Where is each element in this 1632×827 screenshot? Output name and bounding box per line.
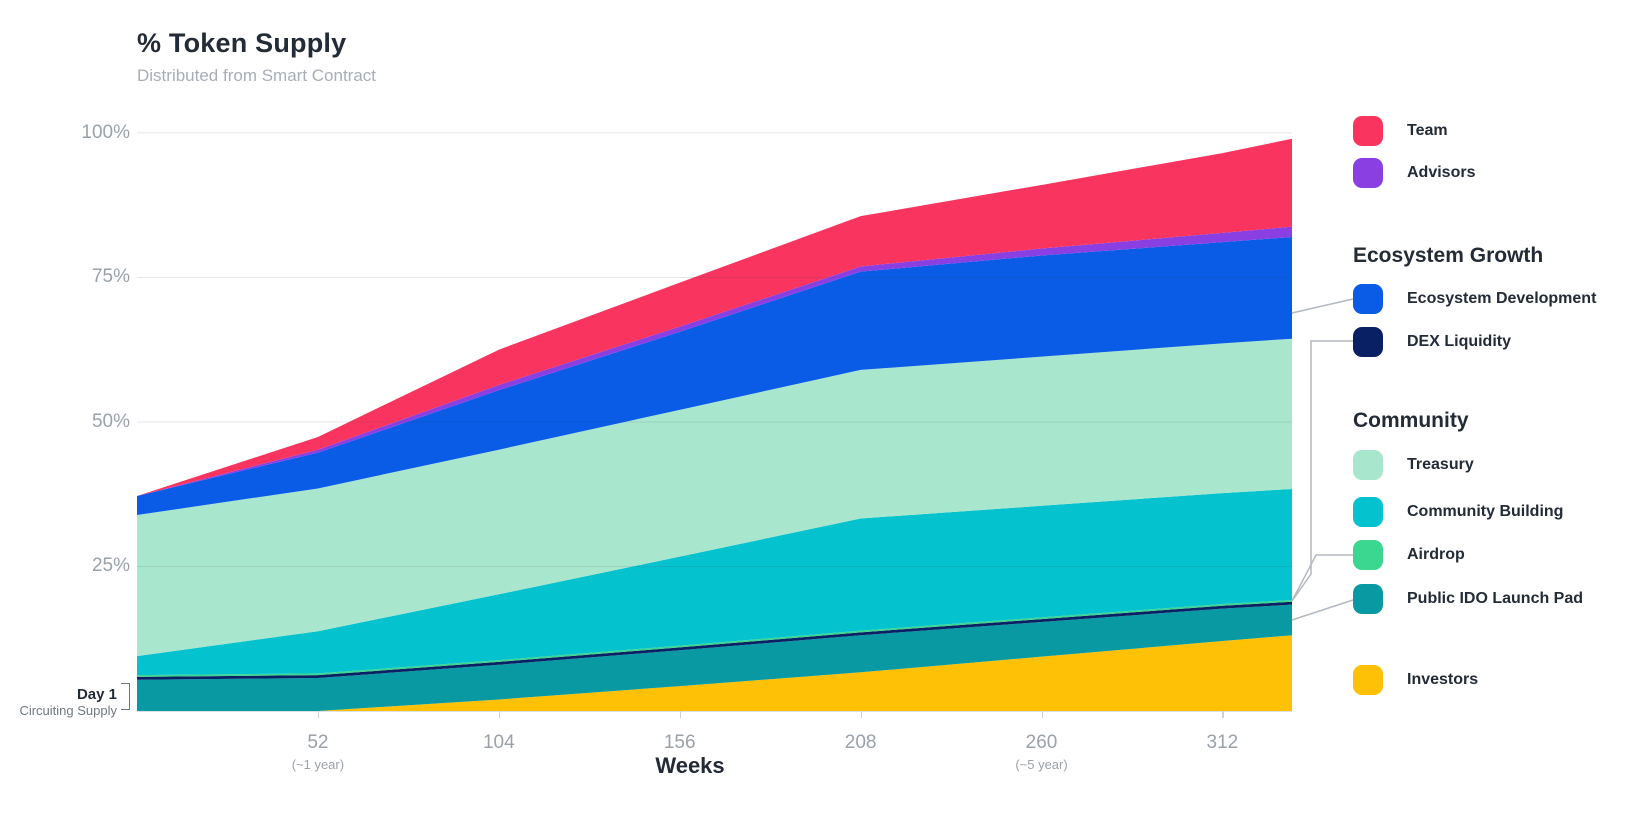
legend-item-public-ido-launch-pad: Public IDO Launch Pad bbox=[1353, 584, 1583, 614]
x-tick-label-156: 156 bbox=[663, 732, 696, 753]
legend-label-ecosystem-development: Ecosystem Development bbox=[1407, 290, 1597, 307]
page-subtitle: Distributed from Smart Contract bbox=[137, 66, 377, 85]
area-treasury bbox=[137, 338, 1292, 657]
legend-swatch-investors bbox=[1353, 665, 1383, 695]
x-axis-line bbox=[137, 711, 1292, 712]
y-tick-label-25: 25% bbox=[91, 555, 130, 577]
legend-item-investors: Investors bbox=[1353, 665, 1478, 695]
y-tick-label-75: 75% bbox=[91, 266, 130, 288]
area-ecosystem-development bbox=[137, 236, 1292, 516]
connector-dex-liquidity bbox=[1291, 340, 1353, 602]
legend-label-advisors: Advisors bbox=[1407, 164, 1476, 181]
legend-heading-community: Community bbox=[1353, 409, 1469, 432]
legend-item-team: Team bbox=[1353, 116, 1448, 146]
x-tick-label-208: 208 bbox=[844, 732, 877, 753]
area-dex-liquidity bbox=[137, 601, 1292, 680]
legend-label-team: Team bbox=[1407, 122, 1448, 139]
legend-label-dex-liquidity: DEX Liquidity bbox=[1407, 333, 1511, 350]
legend-swatch-community-building bbox=[1353, 497, 1383, 527]
legend-label-airdrop: Airdrop bbox=[1407, 546, 1465, 563]
legend-swatch-treasury bbox=[1353, 450, 1383, 480]
legend-item-advisors: Advisors bbox=[1353, 158, 1475, 188]
legend-swatch-dex-liquidity bbox=[1353, 327, 1383, 357]
x-tick-label-312: 312 bbox=[1206, 732, 1239, 753]
legend-swatch-public-ido-launch-pad bbox=[1353, 584, 1383, 614]
x-tick-mark-312 bbox=[1222, 711, 1224, 718]
connector-ecosystem-development bbox=[1291, 298, 1354, 314]
area-team bbox=[137, 138, 1292, 496]
legend-swatch-airdrop bbox=[1353, 540, 1383, 570]
day1-annotation-subtitle: Circuiting Supply bbox=[19, 703, 117, 718]
x-tick-mark-104 bbox=[498, 711, 501, 718]
x-tick-mark-260 bbox=[1041, 711, 1044, 718]
connector-airdrop bbox=[1291, 554, 1353, 602]
area-investors bbox=[137, 635, 1292, 711]
x-tick-mark-156 bbox=[679, 711, 682, 718]
legend-item-community-building: Community Building bbox=[1353, 497, 1563, 527]
x-tick-sublabel-52: (~1 year) bbox=[291, 757, 345, 772]
legend-label-treasury: Treasury bbox=[1407, 456, 1474, 473]
area-community-building bbox=[137, 489, 1292, 676]
x-tick-sublabel-260: (~5 year) bbox=[1015, 757, 1068, 772]
stacked-area-plot bbox=[137, 115, 1292, 711]
legend-heading-ecosystem-growth: Ecosystem Growth bbox=[1353, 244, 1544, 267]
legend-item-dex-liquidity: DEX Liquidity bbox=[1353, 327, 1511, 357]
legend-swatch-ecosystem-development bbox=[1353, 284, 1383, 314]
legend-label-investors: Investors bbox=[1407, 671, 1479, 688]
x-axis-title: Weeks bbox=[655, 753, 725, 778]
area-public-ido-launch-pad bbox=[137, 604, 1292, 711]
y-tick-label-50: 50% bbox=[91, 410, 130, 432]
x-tick-label-260: 260 bbox=[1025, 732, 1058, 753]
legend-swatch-team bbox=[1353, 116, 1383, 146]
area-airdrop bbox=[137, 600, 1292, 677]
x-tick-label-52: 52 bbox=[307, 732, 329, 753]
legend-label-community-building: Community Building bbox=[1407, 503, 1564, 520]
page-title: % Token Supply bbox=[137, 28, 347, 58]
day1-bracket bbox=[121, 683, 130, 710]
x-tick-mark-208 bbox=[860, 711, 863, 718]
legend-item-treasury: Treasury bbox=[1353, 450, 1474, 480]
y-tick-label-100: 100% bbox=[81, 121, 130, 143]
legend-swatch-advisors bbox=[1353, 158, 1383, 188]
x-tick-mark-52 bbox=[317, 711, 320, 718]
legend-item-ecosystem-development: Ecosystem Development bbox=[1353, 284, 1596, 314]
x-tick-label-104: 104 bbox=[482, 732, 515, 753]
legend-label-public-ido-launch-pad: Public IDO Launch Pad bbox=[1407, 590, 1584, 607]
day1-annotation-title: Day 1 bbox=[76, 686, 117, 703]
connector-public-ido-launch-pad bbox=[1291, 599, 1354, 621]
legend-item-airdrop: Airdrop bbox=[1353, 540, 1465, 570]
